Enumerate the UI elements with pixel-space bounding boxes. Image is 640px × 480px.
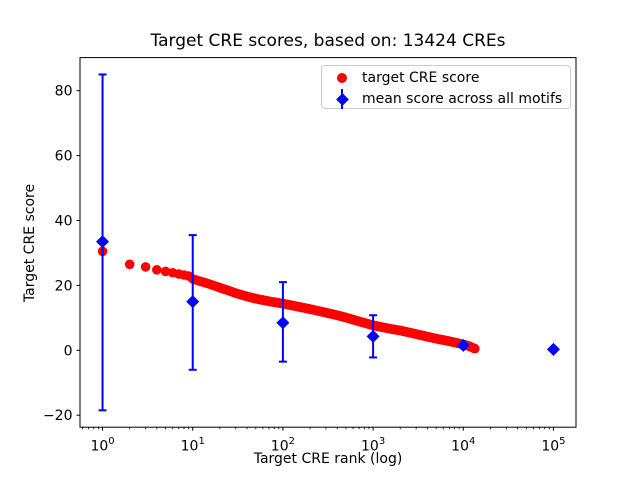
blue-diamond-point: [96, 235, 110, 249]
legend-label-target-cre-score: target CRE score: [362, 70, 480, 86]
blue-diamond-icon: [335, 92, 349, 106]
legend: target CRE score mean score across all m…: [321, 65, 571, 109]
blue-diamond-point: [276, 316, 290, 330]
blue-diamond-point: [546, 342, 560, 356]
blue-diamond-point: [186, 295, 200, 309]
red-data-point: [470, 343, 480, 354]
blue-diamond-point: [456, 338, 470, 352]
x-tick-label: 103: [361, 436, 385, 455]
x-tick-label: 105: [541, 436, 565, 455]
x-tick-label: 104: [451, 436, 475, 455]
x-tick-label: 101: [181, 436, 205, 455]
legend-label-mean-score: mean score across all motifs: [362, 91, 563, 107]
y-tick-label: 80: [55, 84, 73, 100]
legend-entry-mean-score: mean score across all motifs: [322, 89, 570, 109]
x-tick-label: 102: [271, 436, 295, 455]
x-tick-label: 100: [90, 436, 114, 455]
chart-title: Target CRE scores, based on: 13424 CREs: [150, 31, 506, 51]
legend-entry-target-cre-score: target CRE score: [322, 68, 570, 88]
y-axis-ticks: −20 0 20 40 60 80: [43, 84, 80, 424]
red-data-point: [160, 266, 171, 277]
x-axis-label: Target CRE rank (log): [253, 451, 403, 467]
y-tick-label: 60: [55, 149, 73, 165]
legend-marker-blue: [322, 89, 362, 109]
y-tick-label: 20: [55, 278, 73, 294]
red-data-point: [124, 259, 135, 270]
red-circle-icon: [337, 73, 347, 83]
axes-frame: [79, 57, 577, 428]
y-tick-label: 0: [64, 343, 73, 359]
x-axis-ticks: 100 101 102 103 104 105: [82, 427, 566, 455]
series-target-cre-score: [97, 246, 480, 354]
y-tick-label: −20: [43, 408, 73, 424]
y-axis-label: Target CRE score: [22, 183, 38, 303]
legend-marker-red: [322, 68, 362, 88]
red-data-point: [152, 265, 162, 275]
series-mean-score: [96, 73, 560, 412]
red-data-point: [140, 262, 151, 272]
y-tick-label: 40: [55, 213, 73, 229]
blue-diamond-point: [366, 329, 380, 343]
